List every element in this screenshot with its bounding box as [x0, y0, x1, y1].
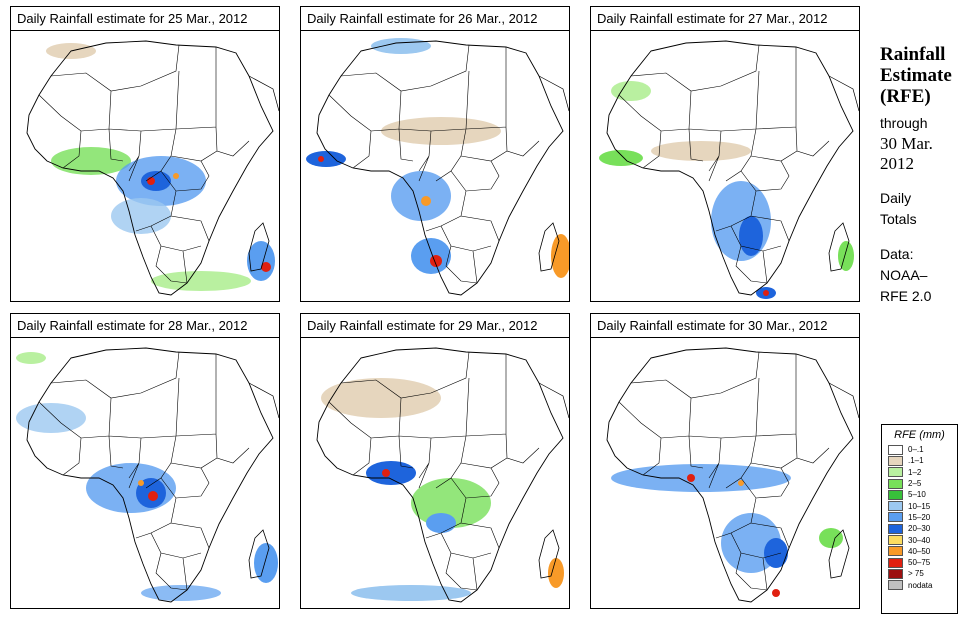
legend-label: 10–15 [908, 501, 931, 511]
legend-swatch [888, 546, 903, 557]
data-line: NOAA– [880, 267, 928, 283]
legend-item: 50–75 [888, 557, 957, 568]
legend-label: 15–20 [908, 512, 931, 522]
legend-item: .1–1 [888, 455, 957, 466]
rain-areas [46, 43, 275, 291]
legend-swatch [888, 478, 903, 489]
map-panel-27-mar: Daily Rainfall estimate for 27 Mar., 201… [590, 6, 860, 302]
legend-swatch [888, 489, 903, 500]
title-line: Estimate [880, 65, 952, 86]
panel-title: Daily Rainfall estimate for 25 Mar., 201… [11, 7, 279, 31]
rain-areas [321, 378, 564, 601]
legend-item: 1–2 [888, 467, 957, 478]
rainfall-map [316, 347, 569, 603]
through-label: through [880, 115, 928, 131]
daily-line: Totals [880, 211, 917, 227]
rainfall-map [306, 38, 569, 296]
legend-label: 2–5 [908, 479, 922, 489]
side-info: Rainfall Estimate (RFE) through 30 Mar. … [880, 44, 965, 307]
legend-swatch [888, 467, 903, 478]
daily-line: Daily [880, 190, 912, 206]
legend-item: 0–.1 [888, 444, 957, 455]
map-title: Rainfall Estimate (RFE) [880, 44, 965, 107]
rainfall-map [599, 40, 859, 299]
legend-swatch [888, 455, 903, 466]
legend-item: 2–5 [888, 478, 957, 489]
legend-items: 0–.1.1–1 1–2 2–5 5–10 10–15 15–20 20–30 30–40 40… [882, 444, 957, 591]
legend-item: 40–50 [888, 546, 957, 557]
legend-item: 10–15 [888, 500, 957, 512]
rainfall-map [606, 347, 859, 603]
legend-label: 0–.1 [908, 445, 924, 455]
legend-label: 30–40 [908, 535, 931, 545]
rain-areas [306, 38, 569, 278]
panel-title: Daily Rainfall estimate for 27 Mar., 201… [591, 7, 859, 31]
title-line: (RFE) [880, 86, 931, 107]
legend-label: .1–1 [908, 456, 924, 466]
legend-item: 15–20 [888, 512, 957, 523]
data-line: Data: [880, 246, 914, 262]
legend-label: > 75 [908, 569, 924, 579]
legend-item: nodata [888, 580, 957, 591]
legend-label: 1–2 [908, 467, 922, 477]
daily-totals: Daily Totals [880, 188, 965, 230]
legend-swatch [888, 580, 903, 591]
legend-swatch [888, 444, 903, 455]
legend-swatch [888, 501, 903, 512]
rain-areas [611, 464, 843, 597]
end-date: 30 Mar. 2012 [880, 134, 965, 174]
map-panel-30-mar: Daily Rainfall estimate for 30 Mar., 201… [590, 313, 860, 609]
data-source: Data: NOAA– RFE 2.0 [880, 244, 965, 307]
date-line: 2012 [880, 154, 914, 173]
title-line: Rainfall [880, 44, 946, 65]
legend-item: > 75 [888, 568, 957, 579]
panel-title: Daily Rainfall estimate for 30 Mar., 201… [591, 314, 859, 338]
legend-swatch [888, 523, 903, 534]
panel-title: Daily Rainfall estimate for 28 Mar., 201… [11, 314, 279, 338]
panel-title: Daily Rainfall estimate for 29 Mar., 201… [301, 314, 569, 338]
panel-title: Daily Rainfall estimate for 26 Mar., 201… [301, 7, 569, 31]
map-panel-29-mar: Daily Rainfall estimate for 29 Mar., 201… [300, 313, 570, 609]
legend-swatch [888, 557, 903, 568]
legend-label: 5–10 [908, 490, 926, 500]
legend-swatch [888, 535, 903, 546]
rainfall-map [16, 347, 279, 603]
map-panel-26-mar: Daily Rainfall estimate for 26 Mar., 201… [300, 6, 570, 302]
legend-swatch [888, 512, 903, 523]
legend-label: nodata [908, 580, 933, 590]
legend-item: 20–30 [888, 523, 957, 534]
legend-label: 40–50 [908, 546, 931, 556]
date-line: 30 Mar. [880, 134, 933, 153]
rain-areas [16, 352, 278, 601]
legend-title: RFE (mm) [894, 429, 945, 441]
legend: RFE (mm) 0–.1.1–1 1–2 2–5 5–10 10–15 15–20 20–… [881, 424, 958, 614]
legend-item: 5–10 [888, 489, 957, 500]
legend-item: 30–40 [888, 534, 957, 546]
map-panel-25-mar: Daily Rainfall estimate for 25 Mar., 201… [10, 6, 280, 302]
legend-label: 20–30 [908, 524, 931, 534]
legend-swatch [888, 568, 903, 579]
rainfall-map [26, 40, 279, 296]
data-line: RFE 2.0 [880, 288, 932, 304]
map-panel-28-mar: Daily Rainfall estimate for 28 Mar., 201… [10, 313, 280, 609]
legend-label: 50–75 [908, 558, 931, 568]
